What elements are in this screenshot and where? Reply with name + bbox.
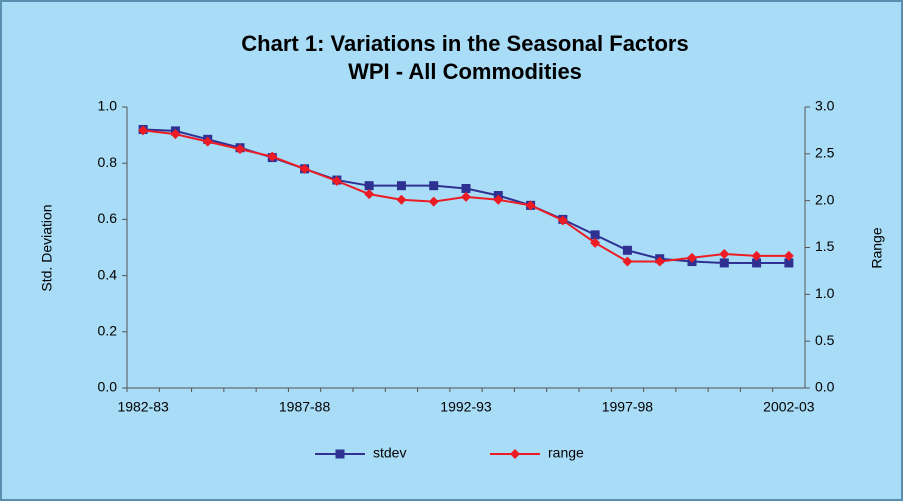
x-tick-label: 1997-98	[602, 399, 654, 415]
legend-marker	[510, 449, 520, 459]
data-point	[299, 163, 310, 174]
x-tick-label: 1992-93	[440, 399, 492, 415]
data-point	[557, 215, 568, 226]
data-point	[364, 181, 374, 191]
data-point	[428, 196, 439, 207]
y-tick-label: 1.0	[98, 98, 118, 114]
data-point	[525, 200, 536, 211]
data-point	[622, 256, 633, 267]
y-tick-label: 0.0	[98, 379, 118, 395]
data-point	[396, 194, 407, 205]
y-tick-label: 0.2	[98, 323, 118, 339]
y-tick-label: 0.6	[98, 210, 118, 226]
legend-label: range	[548, 445, 584, 461]
y2-axis-label: Range	[869, 227, 885, 268]
data-point	[429, 181, 439, 191]
y2-tick-label: 2.5	[815, 145, 835, 161]
data-point	[751, 250, 762, 261]
data-point	[493, 194, 504, 205]
y2-tick-label: 3.0	[815, 98, 835, 114]
data-point	[622, 245, 632, 255]
x-tick-label: 1987-88	[279, 399, 331, 415]
y2-tick-label: 1.5	[815, 238, 835, 254]
legend-marker	[335, 449, 345, 459]
y-axis-label: Std. Deviation	[39, 204, 55, 291]
data-point	[267, 151, 278, 162]
data-point	[396, 181, 406, 191]
data-point	[364, 189, 375, 200]
data-point	[590, 230, 600, 240]
data-point	[783, 250, 794, 261]
data-point	[138, 125, 149, 136]
data-point	[461, 183, 471, 193]
x-tick-label: 2002-03	[763, 399, 815, 415]
y2-tick-label: 0.0	[815, 379, 835, 395]
data-point	[752, 258, 762, 268]
data-point	[784, 258, 794, 268]
y2-tick-label: 2.0	[815, 191, 835, 207]
x-tick-label: 1982-83	[117, 399, 169, 415]
chart-subtitle: WPI - All Commodities	[348, 59, 582, 84]
data-point	[331, 175, 342, 186]
y2-tick-label: 1.0	[815, 285, 835, 301]
data-point	[590, 237, 601, 248]
y-tick-label: 0.4	[98, 266, 118, 282]
data-point	[654, 256, 665, 267]
y-tick-label: 0.8	[98, 154, 118, 170]
data-point	[719, 258, 729, 268]
data-point	[461, 191, 471, 202]
chart-title: Chart 1: Variations in the Seasonal Fact…	[241, 31, 688, 56]
y2-tick-label: 0.5	[815, 332, 835, 348]
data-point	[170, 129, 181, 140]
legend-label: stdev	[373, 445, 406, 461]
data-point	[719, 249, 730, 260]
data-point	[202, 136, 213, 147]
data-point	[687, 252, 697, 263]
data-point	[235, 144, 245, 155]
